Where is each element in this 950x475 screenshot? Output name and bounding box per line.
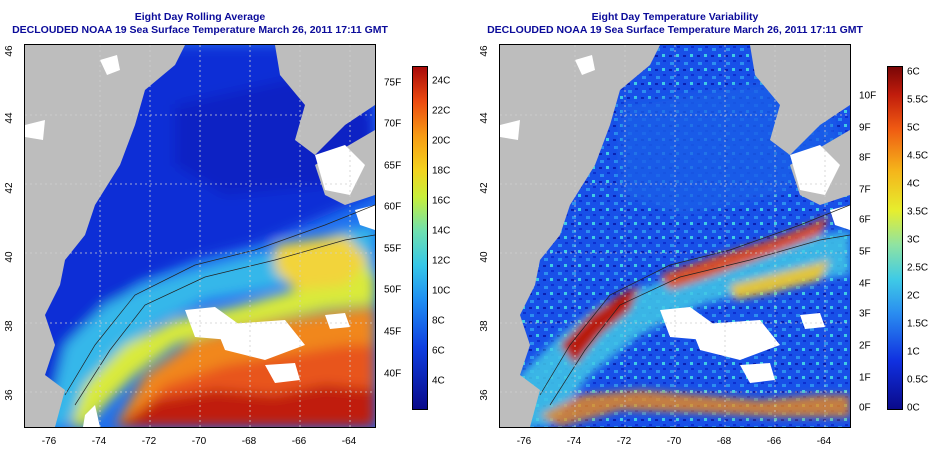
x-tick: -66 (291, 436, 307, 447)
x-tick: -74 (566, 436, 582, 447)
colorbar-c-label: 6C (907, 66, 920, 78)
colorbar-f-label: 40F (384, 368, 402, 380)
colorbar-f-label: 5F (859, 246, 871, 258)
x-tick: -70 (666, 436, 682, 447)
x-tick: -76 (516, 436, 532, 447)
colorbar-f-label: 50F (384, 284, 402, 296)
y-tick: 44 (479, 112, 490, 124)
colorbar-f-label: 8F (859, 152, 871, 164)
y-tick: 40 (4, 251, 15, 263)
sst-variability-panel: Eight Day Temperature Variability DECLOU… (475, 0, 950, 475)
y-tick: 38 (479, 320, 490, 332)
x-tick: -64 (341, 436, 357, 447)
colorbar-f-label: 0F (859, 402, 871, 414)
sst-average-panel: Eight Day Rolling Average DECLOUDED NOAA… (4, 11, 451, 447)
x-tick: -72 (141, 436, 157, 447)
colorbar-c-label: 8C (432, 315, 445, 327)
colorbar-c-label: 3C (907, 234, 920, 246)
colorbar-f-label: 10F (859, 90, 877, 102)
panel-subtitle: DECLOUDED NOAA 19 Sea Surface Temperatur… (12, 24, 388, 36)
colorbar-c-label: 2.5C (907, 262, 929, 274)
panel-title: Eight Day Rolling Average (134, 11, 266, 23)
x-tick: -70 (191, 436, 207, 447)
panel-subtitle: DECLOUDED NOAA 19 Sea Surface Temperatur… (487, 24, 863, 36)
colorbar-c-label: 24C (432, 75, 451, 87)
colorbar-f-label: 7F (859, 184, 871, 196)
y-tick: 42 (479, 182, 490, 194)
colorbar-c-label: 6C (432, 345, 445, 357)
colorbar-f-label: 55F (384, 243, 402, 255)
temperature-colorbar (412, 66, 428, 410)
y-tick: 46 (479, 45, 490, 57)
y-tick: 40 (479, 251, 490, 263)
colorbar-c-label: 4C (907, 178, 920, 190)
colorbar-c-label: 20C (432, 135, 451, 147)
sst-variability-map (499, 44, 851, 428)
colorbar-c-label: 14C (432, 225, 451, 237)
colorbar-f-label: 75F (384, 77, 402, 89)
colorbar-f-label: 1F (859, 372, 871, 384)
colorbar-c-label: 0C (907, 402, 920, 414)
colorbar-c-label: 22C (432, 105, 451, 117)
colorbar-f-label: 4F (859, 278, 871, 290)
colorbar-c-label: 16C (432, 195, 451, 207)
colorbar-f-label: 6F (859, 214, 871, 226)
y-tick: 42 (4, 182, 15, 194)
colorbar-c-label: 3.5C (907, 206, 929, 218)
colorbar-f-label: 9F (859, 122, 871, 134)
colorbar-c-label: 5.5C (907, 94, 929, 106)
x-tick: -72 (616, 436, 632, 447)
y-tick: 36 (4, 389, 15, 401)
panel-title: Eight Day Temperature Variability (591, 11, 759, 23)
colorbar-c-label: 5C (907, 122, 920, 134)
y-tick: 46 (4, 45, 15, 57)
colorbar-c-label: 18C (432, 165, 451, 177)
x-tick: -76 (41, 436, 57, 447)
x-tick: -74 (91, 436, 107, 447)
y-tick: 38 (4, 320, 15, 332)
colorbar-f-label: 3F (859, 308, 871, 320)
colorbar-f-label: 65F (384, 160, 402, 172)
y-tick: 44 (4, 112, 15, 124)
x-tick: -66 (766, 436, 782, 447)
colorbar-c-label: 1C (907, 346, 920, 358)
colorbar-c-label: 12C (432, 255, 451, 267)
colorbar-c-label: 4C (432, 375, 445, 387)
colorbar-c-label: 4.5C (907, 150, 929, 162)
colorbar-f-label: 70F (384, 118, 402, 130)
y-tick: 36 (479, 389, 490, 401)
colorbar-c-label: 0.5C (907, 374, 929, 386)
colorbar-f-label: 2F (859, 340, 871, 352)
x-tick: -68 (716, 436, 732, 447)
colorbar-c-label: 2C (907, 290, 920, 302)
colorbar-c-label: 10C (432, 285, 451, 297)
colorbar-f-label: 45F (384, 326, 402, 338)
x-tick: -64 (816, 436, 832, 447)
variability-colorbar (887, 66, 903, 410)
colorbar-c-label: 1.5C (907, 318, 929, 330)
colorbar-f-label: 60F (384, 201, 402, 213)
sst-average-map (24, 44, 376, 428)
x-tick: -68 (241, 436, 257, 447)
